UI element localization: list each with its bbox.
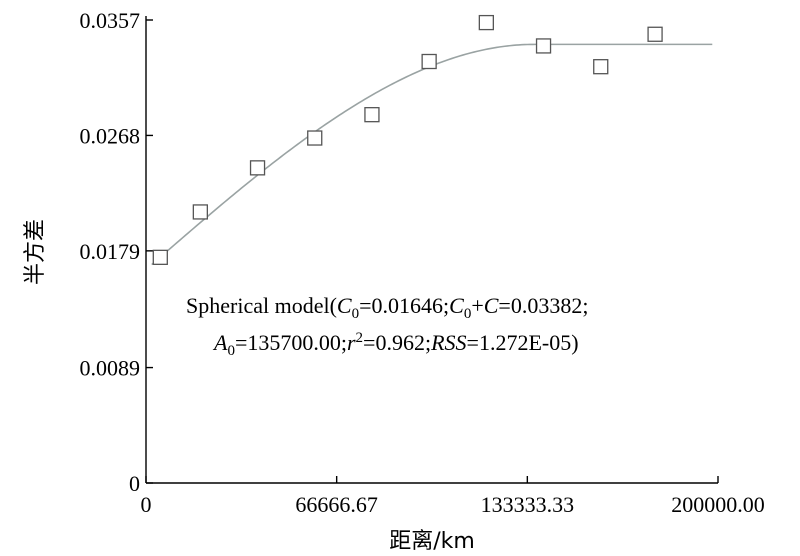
data-point	[593, 59, 609, 75]
x-axis-label: 距离/km	[389, 529, 475, 554]
data-point	[535, 38, 552, 54]
x-axis: 0 66666.67 133333.33 200000.00	[141, 476, 765, 517]
fit-curve	[151, 43, 713, 266]
y-tick-label: 0.0357	[80, 8, 141, 33]
x-tick-label: 133333.33	[481, 492, 575, 517]
y-tick-label: 0.0268	[80, 123, 141, 148]
y-tick-label: 0	[129, 471, 140, 496]
data-point	[192, 204, 208, 220]
model-annotation-line-1: Spherical model(C0​=0.01646;C0​+C=0.0338…	[186, 293, 588, 322]
data-point	[152, 249, 168, 265]
data-point	[421, 53, 437, 70]
data-point	[364, 107, 380, 123]
y-axis-label: 半方差	[23, 219, 48, 285]
data-point	[647, 26, 663, 42]
model-annotation-line-2: A0​=135700.00;r2​=0.962;RSS=1.272E-05)	[212, 330, 579, 359]
x-tick-label: 200000.00	[671, 492, 765, 517]
data-points	[152, 14, 663, 265]
data-point	[249, 160, 266, 176]
fitted-model	[151, 43, 713, 266]
y-tick-label: 0.0179	[80, 239, 141, 264]
x-tick-label: 66666.67	[295, 492, 378, 517]
x-tick-label: 0	[141, 492, 152, 517]
y-axis: 0 0.0089 0.0179 0.0268 0.0357	[80, 8, 153, 496]
data-point	[307, 130, 323, 146]
y-tick-label: 0.0089	[80, 356, 141, 381]
data-point	[478, 14, 494, 31]
